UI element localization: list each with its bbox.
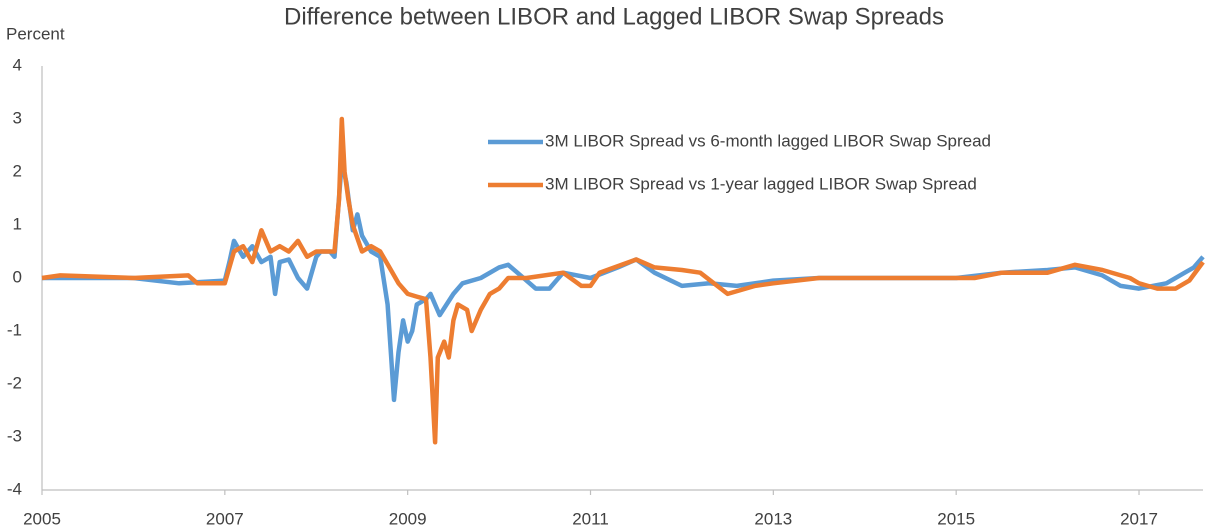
- series-line: [41, 116, 1205, 445]
- y-tick-label: -2: [7, 373, 22, 392]
- x-tick-label: 2009: [389, 509, 427, 528]
- x-tick-label: 2013: [754, 509, 792, 528]
- x-tick-label: 2015: [937, 509, 975, 528]
- y-axis-label: Percent: [6, 24, 65, 43]
- series-line: [42, 159, 1205, 403]
- y-tick-label: 4: [13, 55, 22, 74]
- y-tick-label: 0: [13, 267, 22, 286]
- y-tick-label: -3: [7, 426, 22, 445]
- y-tick-label: 3: [13, 108, 22, 127]
- x-tick-label: 2017: [1120, 509, 1158, 528]
- y-tick-label: 1: [13, 214, 22, 233]
- chart-title: Difference between LIBOR and Lagged LIBO…: [284, 3, 944, 30]
- legend-label: 3M LIBOR Spread vs 1-year lagged LIBOR S…: [545, 174, 977, 193]
- legend-label: 3M LIBOR Spread vs 6-month lagged LIBOR …: [545, 131, 991, 150]
- x-tick-label: 2007: [206, 509, 244, 528]
- x-tick-label: 2011: [572, 509, 609, 528]
- x-tick-label: 2005: [23, 509, 61, 528]
- y-tick-label: -1: [7, 320, 22, 339]
- y-tick-label: 2: [13, 161, 22, 180]
- y-tick-label: -4: [7, 479, 22, 498]
